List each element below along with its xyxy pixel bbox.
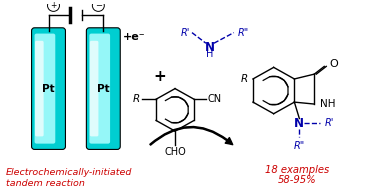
- Text: R": R": [238, 28, 249, 38]
- Text: R: R: [241, 74, 248, 84]
- FancyBboxPatch shape: [86, 28, 120, 149]
- Text: N: N: [205, 41, 215, 54]
- FancyBboxPatch shape: [35, 34, 55, 144]
- FancyArrowPatch shape: [150, 126, 233, 145]
- Text: Pt: Pt: [97, 84, 109, 94]
- Text: +: +: [154, 69, 167, 84]
- Text: R': R': [181, 28, 190, 38]
- Text: +e⁻: +e⁻: [123, 33, 146, 43]
- Text: R': R': [324, 118, 334, 128]
- FancyBboxPatch shape: [35, 41, 44, 136]
- Text: tandem reaction: tandem reaction: [6, 179, 85, 188]
- Text: Pt: Pt: [42, 84, 55, 94]
- Text: +: +: [50, 1, 57, 10]
- Text: CHO: CHO: [164, 147, 186, 157]
- Text: R: R: [133, 94, 140, 104]
- FancyBboxPatch shape: [89, 34, 110, 144]
- FancyBboxPatch shape: [90, 41, 98, 136]
- Text: H: H: [206, 49, 214, 59]
- Text: −: −: [95, 1, 102, 10]
- Text: R": R": [294, 141, 305, 151]
- Text: O: O: [329, 60, 338, 70]
- Text: Electrochemically-initiated: Electrochemically-initiated: [6, 168, 132, 177]
- FancyBboxPatch shape: [32, 28, 65, 149]
- Text: NH: NH: [320, 99, 336, 109]
- Text: 58-95%: 58-95%: [278, 175, 317, 185]
- Text: CN: CN: [208, 94, 222, 104]
- Text: N: N: [294, 117, 304, 130]
- Text: 18 examples: 18 examples: [266, 165, 330, 175]
